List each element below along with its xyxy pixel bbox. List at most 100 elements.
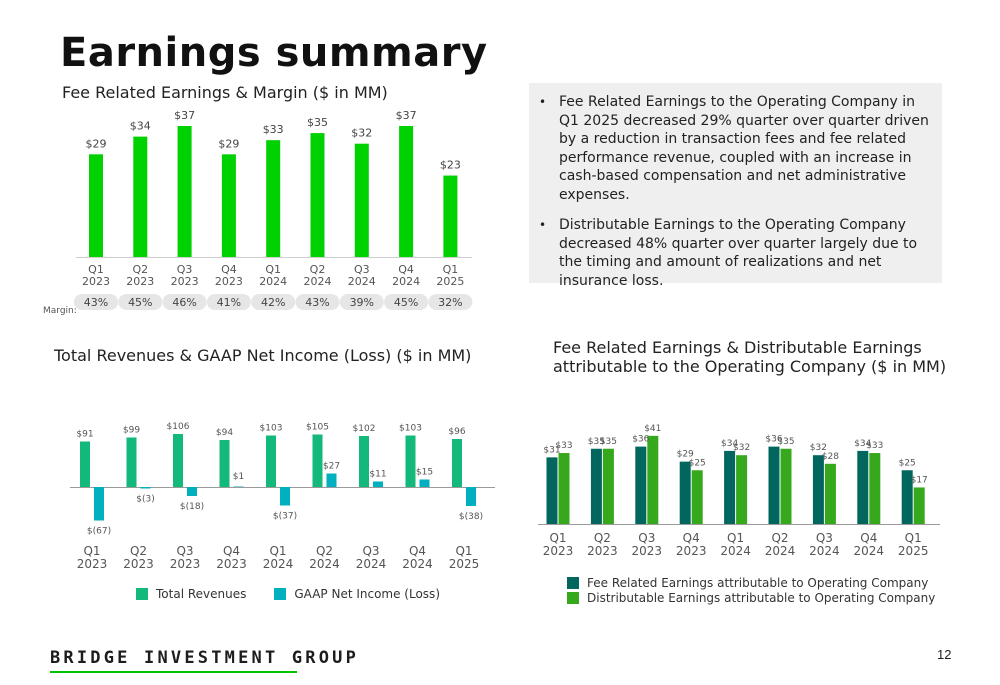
fre-attr-value-label: $36 [632,435,649,445]
fre-bar [133,136,148,257]
commentary-box: Fee Related Earnings to the Operating Co… [529,83,942,289]
margin-pill [251,294,296,310]
category-label: Q1 2024 [259,263,287,288]
de-attr-bar [736,455,748,524]
fre-attr-value-label: $35 [588,437,605,447]
category-label: Q1 2023 [82,263,110,288]
footer-rule [50,671,297,673]
margin-value: 45% [128,296,152,309]
net-income-bar [233,486,244,487]
net-income-bar [94,487,104,521]
margin-value: 43% [305,296,329,309]
margin-pill [206,294,251,310]
revenue-value-label: $102 [353,424,376,434]
revenue-value-label: $106 [167,422,190,432]
net-income-value-label: $(67) [87,527,111,537]
de-attr-value-label: $28 [822,452,839,462]
revenue-value-label: $94 [216,428,233,438]
fre-bar [221,154,236,257]
fre-bar [266,140,281,257]
category-label: Q2 2024 [309,544,340,571]
category-label: Q1 2025 [449,544,480,571]
category-label: Q2 2024 [765,531,796,558]
chart2-legend: Total Revenues GAAP Net Income (Loss) [136,587,440,601]
fre-attr-value-label: $32 [810,443,827,453]
fre-attr-bar [812,455,824,524]
revenue-bar [173,434,183,487]
category-label: Q4 2024 [854,531,885,558]
margin-label: Margin: [43,306,77,316]
legend-label-net-income: GAAP Net Income (Loss) [294,587,440,601]
revenue-bar [405,435,416,487]
de-attr-value-label: $33 [866,441,883,451]
revenue-value-label: $96 [448,427,465,437]
revenue-bar [219,440,230,487]
fre-attr-bar [590,448,602,524]
fre-value-label: $37 [174,109,195,122]
margin-pill [118,294,163,310]
revenue-value-label: $103 [399,424,422,434]
fre-value-label: $37 [396,109,417,122]
revenue-bar [312,434,323,487]
legend-label-fre: Fee Related Earnings attributable to Ope… [587,576,929,590]
de-attr-value-label: $33 [555,441,572,451]
margin-value: 41% [217,296,241,309]
fre-bar [310,133,325,257]
fre-value-label: $32 [351,127,372,140]
category-label: Q4 2023 [676,531,707,558]
revenue-net-income-chart: $91 $(67) Q1 2023 $99 $(3) Q2 2023 $106 $(18) Q3 20… [70,422,495,571]
net-income-value-label: $27 [323,462,340,472]
fre-attr-bar [857,450,869,524]
de-attr-value-label: $25 [689,458,706,468]
revenue-bar [452,439,462,487]
net-income-bar [187,487,197,496]
margin-value: 42% [261,296,285,309]
revenue-value-label: $99 [123,426,140,436]
fre-bar [399,126,414,257]
fre-attr-bar [679,461,691,524]
de-attr-value-label: $17 [911,475,928,485]
de-attr-value-label: $35 [777,437,794,447]
category-label: Q3 2023 [170,544,201,571]
fre-value-label: $23 [440,159,461,172]
fre-bar [354,143,369,257]
fre-bar [89,154,103,257]
page-title: Earnings summary [60,30,488,76]
commentary-bullet: Distributable Earnings to the Operating … [539,216,932,290]
margin-pill [339,294,384,310]
category-label: Q2 2023 [587,531,618,558]
category-label: Q1 2024 [720,531,751,558]
net-income-bar [419,479,430,487]
margin-pill [428,294,473,310]
fre-margin-chart-title: Fee Related Earnings & Margin ($ in MM) [62,83,388,102]
category-label: Q4 2023 [216,544,247,571]
de-attr-bar [869,453,881,524]
legend-swatch-net-income [274,588,287,600]
margin-value: 45% [394,296,418,309]
category-label: Q2 2023 [123,544,154,571]
de-attr-bar [780,448,792,524]
revenue-value-label: $103 [260,424,283,434]
margin-pill [295,294,340,310]
category-label: Q1 2024 [263,544,294,571]
net-income-value-label: $11 [369,470,386,480]
net-income-value-label: $1 [233,472,244,482]
category-label: Q3 2024 [809,531,840,558]
margin-pill [74,294,118,310]
legend-swatch-revenues [136,588,148,600]
category-label: Q4 2023 [215,263,243,288]
fre-value-label: $29 [218,137,239,150]
margin-value: 46% [172,296,196,309]
net-income-bar [140,487,151,489]
de-attr-bar [602,448,614,524]
de-attr-bar [691,470,703,524]
fre-attr-value-label: $36 [765,435,782,445]
category-label: Q1 2023 [77,544,108,571]
legend-swatch-de [567,592,579,604]
fre-attr-value-label: $29 [677,450,694,460]
fre-attr-value-label: $25 [899,458,916,468]
fre-attr-bar [768,446,780,524]
category-label: Q4 2024 [392,263,420,288]
revenue-bar [126,437,137,487]
net-income-value-label: $(18) [180,502,204,512]
